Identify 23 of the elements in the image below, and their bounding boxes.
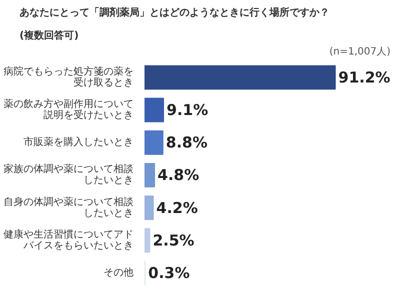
bar <box>144 65 336 90</box>
data-label: 4.2% <box>156 198 198 217</box>
data-label: 0.3% <box>148 264 190 282</box>
y-tick-label: 自身の体調や薬について相談したいとき <box>4 196 134 219</box>
data-label: 4.8% <box>158 166 200 184</box>
bar <box>144 228 150 253</box>
text: (n=1,007人) <box>329 46 391 58</box>
bar <box>144 196 154 220</box>
chart-title: あなたにとって「調剤薬局」とはどのようなときに行く場所ですか？ <box>20 6 330 18</box>
text: (複数回答可) <box>20 30 79 42</box>
data-label: 91.2% <box>338 68 390 86</box>
bar <box>144 162 156 188</box>
y-tick-label: その他 <box>104 266 134 278</box>
y-tick-label: 薬の飲み方や副作用について説明を受けたいとき <box>4 98 134 122</box>
y-tick-label: 病院でもらった処方箋の薬を受け取るとき <box>4 65 134 88</box>
y-tick-label: 家族の体調や薬について相談したいとき <box>4 163 134 186</box>
data-label: 9.1% <box>166 101 208 120</box>
data-label: 2.5% <box>152 231 194 250</box>
y-tick-label: 健康や生活習慣についてアドバイスをもらいたいとき <box>4 228 134 252</box>
bar <box>144 130 164 155</box>
bar <box>144 98 164 122</box>
y-tick-label: 市販薬を購入したいとき <box>24 136 134 148</box>
data-label: 8.8% <box>166 134 208 152</box>
